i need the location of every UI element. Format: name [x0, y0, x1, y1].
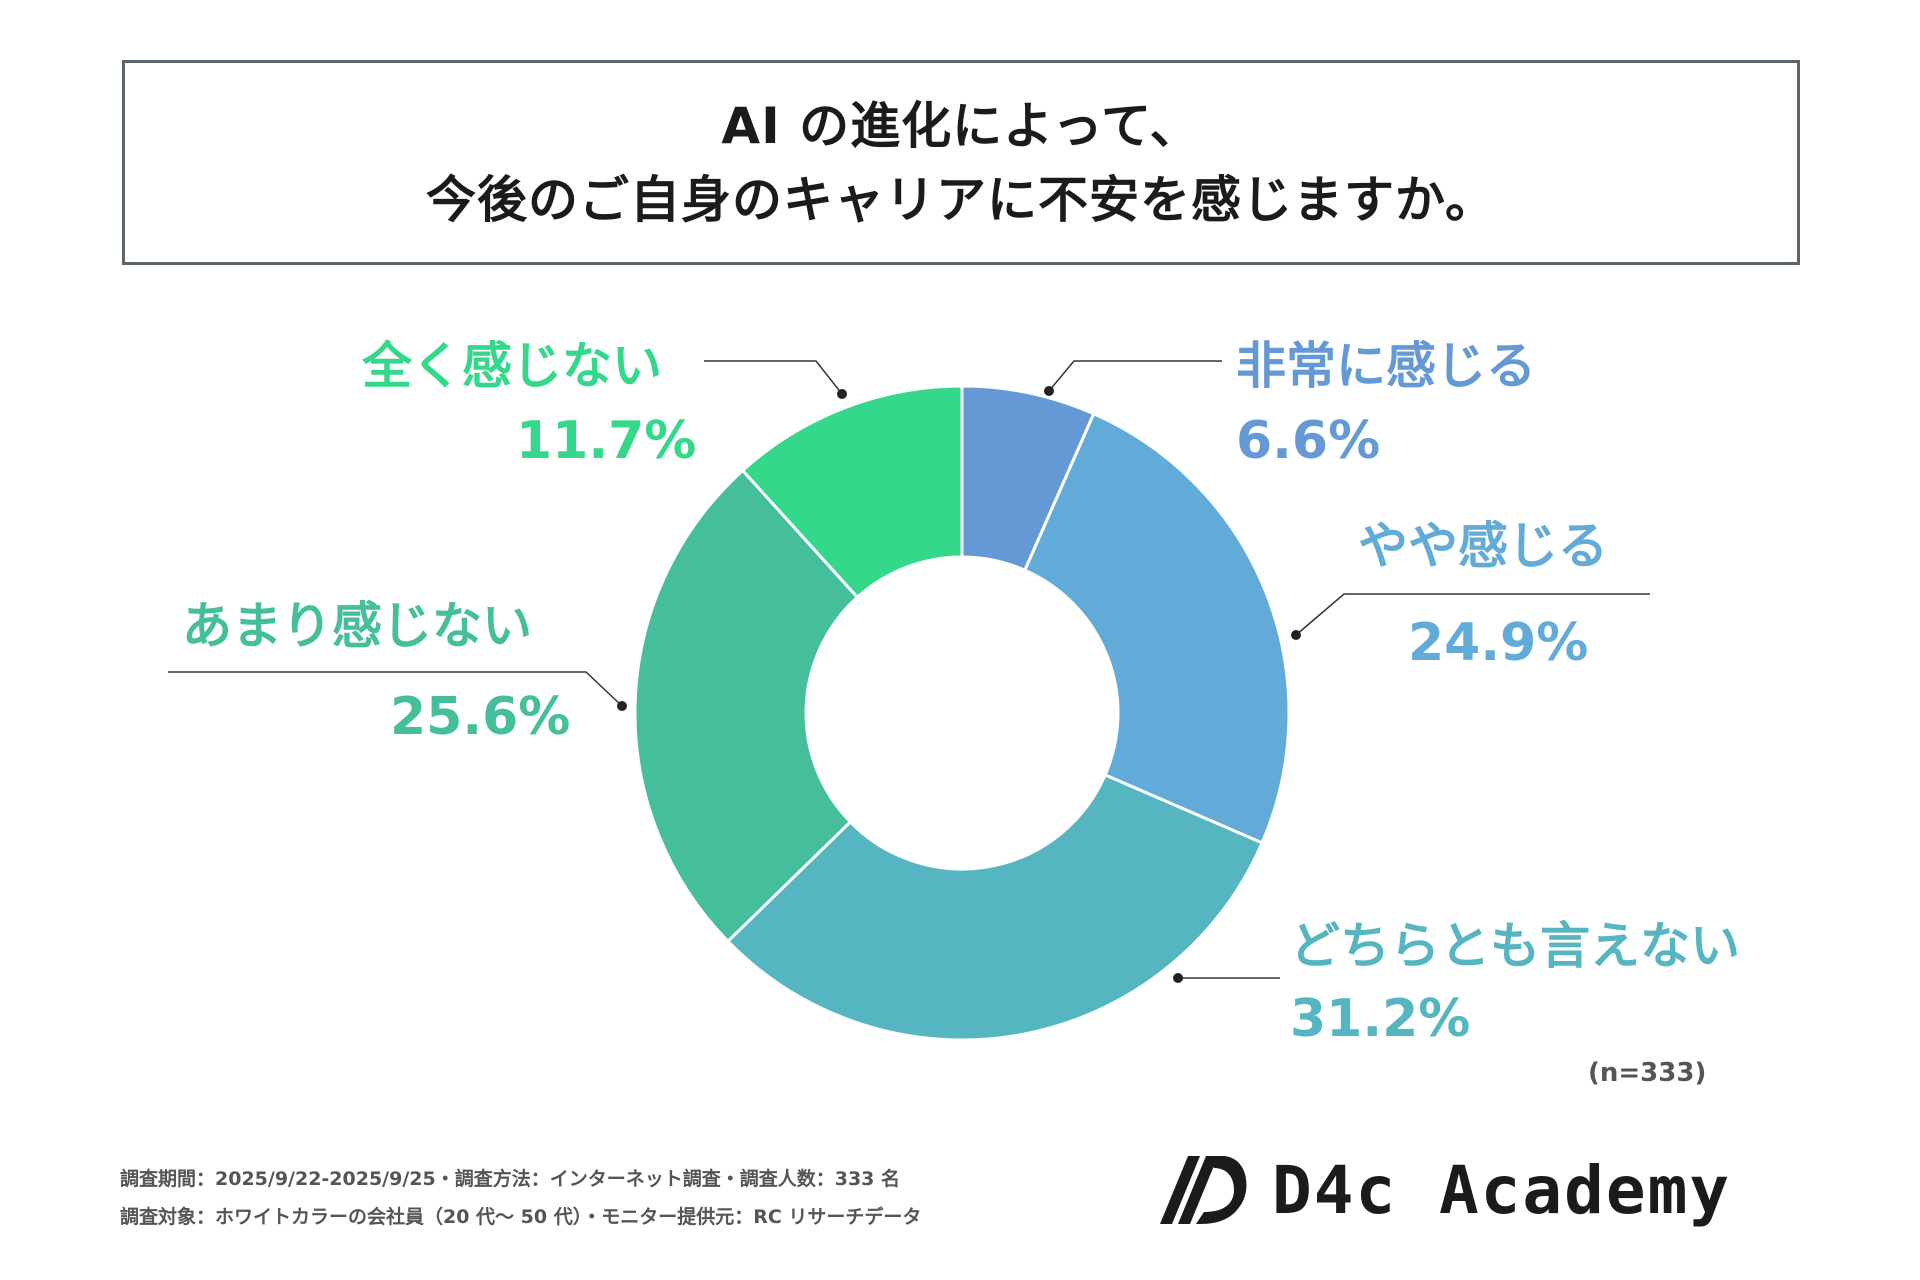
sample-size-note: (n=333): [1588, 1058, 1707, 1088]
label-very-anxious: 非常に感じる: [1236, 337, 1536, 395]
leader-not-at-all: [704, 360, 843, 395]
leader-not-at-all-dot: [837, 389, 847, 399]
value-not-at-all: 11.7%: [516, 411, 697, 471]
brand-name: D4c Academy: [1272, 1151, 1732, 1229]
leader-not-much: [168, 671, 623, 707]
slice-not-much: [633, 468, 860, 944]
slice-not-at-all: [740, 384, 964, 600]
label-not-at-all: 全く感じない: [362, 337, 662, 395]
value-very-anxious: 6.6%: [1236, 411, 1381, 471]
slice-somewhat-anxious: [1022, 411, 1291, 845]
label-not-much: あまり感じない: [182, 597, 532, 655]
value-somewhat-anxious: 24.9%: [1408, 613, 1589, 673]
title-box: AI の進化によって、 今後のご自身のキャリアに不安を感じますか。: [122, 60, 1800, 265]
label-neutral: どちらとも言えない: [1290, 917, 1740, 975]
slice-neutral: [725, 772, 1265, 1042]
footer-survey-info: 調査期間：2025/9/22-2025/9/25・調査方法：インターネット調査・…: [120, 1168, 901, 1190]
leader-not-much-dot: [617, 701, 627, 711]
chart-title-line-2: 今後のご自身のキャリアに不安を感じますか。: [426, 170, 1496, 229]
leader-somewhat-anxious-dot: [1291, 630, 1301, 640]
leader-somewhat-anxious: [1295, 593, 1650, 636]
leader-very-anxious: [1048, 360, 1222, 392]
brand-logo: D4c Academy: [1160, 1150, 1731, 1230]
leader-neutral-dot: [1173, 973, 1183, 983]
footer-survey-target: 調査対象：ホワイトカラーの会社員（20 代〜 50 代）・モニター提供元：RC …: [120, 1206, 922, 1228]
value-neutral: 31.2%: [1290, 989, 1471, 1049]
leader-very-anxious-dot: [1044, 386, 1054, 396]
value-not-much: 25.6%: [390, 687, 571, 747]
label-somewhat-anxious: やや感じる: [1358, 517, 1608, 575]
d4c-logo-icon: [1160, 1156, 1247, 1224]
chart-title-line-1: AI の進化によって、: [721, 96, 1201, 155]
